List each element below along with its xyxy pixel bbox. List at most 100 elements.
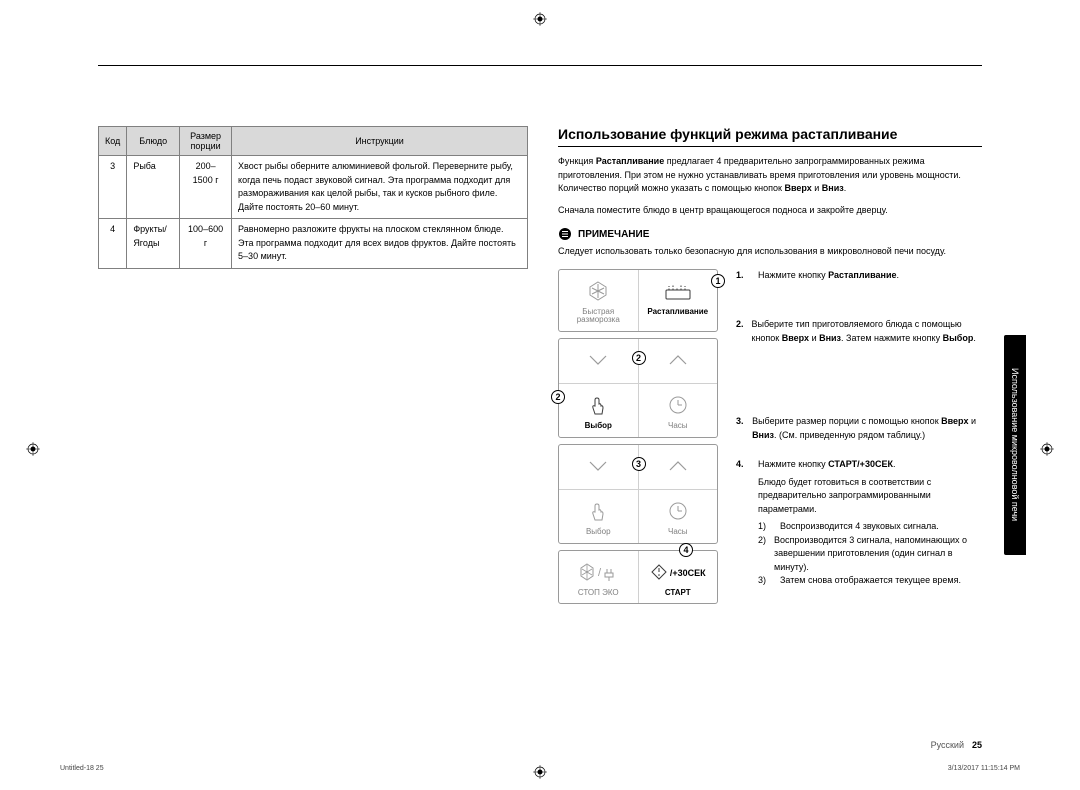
steps-list: 1. Нажмите кнопку Растапливание. 2. Выбе… [736, 269, 982, 611]
print-footer: Untitled-18 25 3/13/2017 11:15:14 PM [60, 765, 1020, 772]
table-row: 3 Рыба 200–1500 г Хвост рыбы оберните ал… [99, 156, 528, 219]
right-column: Использование функций режима растапливан… [558, 126, 982, 610]
chevron-down-icon [587, 353, 609, 369]
note-label: ПРИМЕЧАНИЕ [578, 229, 649, 240]
step-num: 4. [736, 458, 750, 472]
crop-mark-right [1040, 442, 1054, 456]
step-text: Выберите размер порции с помощью кнопок … [752, 415, 982, 442]
button-up[interactable] [638, 339, 718, 383]
step-item: 2. Выберите тип приготовляемого блюда с … [736, 318, 982, 345]
clock-icon [668, 501, 688, 523]
sub-text: Воспроизводится 4 звуковых сигнала. [780, 520, 939, 534]
button-clock[interactable]: Часы [638, 384, 718, 437]
page-lang: Русский [931, 740, 964, 750]
chevron-up-icon [667, 459, 689, 475]
button-up[interactable] [638, 445, 718, 489]
snowflake-icon [587, 280, 609, 304]
panel-box-2: 2 [558, 338, 718, 438]
note-heading: ПРИМЕЧАНИЕ [558, 227, 982, 241]
start-icon [650, 563, 668, 583]
button-defrost[interactable]: Быстрая разморозка [559, 270, 638, 332]
button-soften[interactable]: 1 Растапливание [638, 270, 718, 332]
step-marker: 1 [711, 274, 725, 288]
print-timestamp: 3/13/2017 11:15:14 PM [948, 765, 1020, 772]
th-instr: Инструкции [232, 127, 528, 156]
button-stop-eco[interactable]: / СТОП ЭКО [559, 551, 638, 604]
step-text: Выберите тип приготовляемого блюда с пом… [752, 318, 982, 345]
section-title: Использование функций режима растапливан… [558, 126, 982, 142]
step-marker: 2 [632, 351, 646, 365]
table-row: 4 Фрукты/Ягоды 100–600 г Равномерно разл… [99, 219, 528, 269]
step-marker: 3 [632, 457, 646, 471]
intro-paragraph-2: Сначала поместите блюдо в центр вращающе… [558, 204, 982, 218]
left-column: Код Блюдо Размер порции Инструкции 3 Рыб… [98, 126, 528, 610]
page-content: Код Блюдо Размер порции Инструкции 3 Рыб… [98, 65, 982, 610]
soften-icon [664, 280, 692, 304]
step-text: Нажмите кнопку СТАРТ/+30СЕК. [758, 458, 895, 472]
button-select[interactable]: Выбор [559, 490, 638, 543]
svg-text:/: / [598, 567, 602, 579]
step-item: 1. Нажмите кнопку Растапливание. [736, 269, 982, 283]
panel-box-4: / СТОП ЭКО 4 [558, 550, 718, 605]
step-tail: Блюдо будет готовиться в соответствии с … [758, 476, 982, 517]
top-rule [98, 65, 982, 66]
sub-num: 1) [758, 520, 772, 534]
note-text: Следует использовать только безопасную д… [558, 245, 982, 259]
sub-text: Воспроизводится 3 сигнала, напоминающих … [774, 534, 982, 575]
defrost-table: Код Блюдо Размер порции Инструкции 3 Рыб… [98, 126, 528, 269]
th-code: Код [99, 127, 127, 156]
cell-dish: Рыба [127, 156, 180, 219]
section-rule [558, 146, 982, 147]
label: Выбор [563, 422, 634, 431]
sub-item: 3) Затем снова отображается текущее врем… [758, 574, 982, 588]
step-text: Нажмите кнопку Растапливание. [758, 269, 899, 283]
cell-dish: Фрукты/Ягоды [127, 219, 180, 269]
sub-num: 2) [758, 534, 766, 575]
th-dish: Блюдо [127, 127, 180, 156]
print-file: Untitled-18 25 [60, 765, 104, 772]
step-marker: 2 [551, 390, 565, 404]
plus30-label: /+30СЕК [670, 568, 706, 578]
button-select[interactable]: 2 Выбор [559, 384, 638, 437]
sub-num: 3) [758, 574, 772, 588]
button-down[interactable]: 2 [559, 339, 638, 383]
note-icon [558, 227, 572, 241]
cell-portion: 100–600 г [180, 219, 232, 269]
label: Растапливание [643, 308, 714, 317]
label: СТАРТ [643, 589, 714, 598]
stop-eco-icon: / [576, 561, 620, 585]
label: Часы [643, 422, 714, 431]
hand-icon [589, 500, 607, 524]
label: Быстрая разморозка [563, 308, 634, 326]
label: СТОП ЭКО [563, 589, 634, 598]
cell-code: 4 [99, 219, 127, 269]
chevron-up-icon [667, 353, 689, 369]
button-clock[interactable]: Часы [638, 490, 718, 543]
cell-instr: Равномерно разложите фрукты на плоском с… [232, 219, 528, 269]
crop-mark-left [26, 442, 40, 456]
step-marker: 4 [679, 543, 693, 557]
step-num: 2. [736, 318, 744, 345]
step-num: 1. [736, 269, 750, 283]
button-start[interactable]: 4 /+30СЕК СТАРТ [638, 551, 718, 604]
button-down[interactable]: 3 [559, 445, 638, 489]
control-panel: Быстрая разморозка 1 Растапливание [558, 269, 718, 611]
step-item: 4. Нажмите кнопку СТАРТ/+30СЕК. [736, 458, 982, 472]
step-item: 3. Выберите размер порции с помощью кноп… [736, 415, 982, 442]
label: Выбор [563, 528, 634, 537]
clock-icon [668, 395, 688, 417]
sub-item: 2) Воспроизводится 3 сигнала, напоминающ… [758, 534, 982, 575]
sub-text: Затем снова отображается текущее время. [780, 574, 961, 588]
th-portion: Размер порции [180, 127, 232, 156]
side-tab: Использование микроволновой печи [1004, 335, 1026, 555]
cell-instr: Хвост рыбы оберните алюминиевой фольгой.… [232, 156, 528, 219]
panel-box-3: 3 [558, 444, 718, 544]
step-num: 3. [736, 415, 744, 442]
hand-icon [589, 394, 607, 418]
page-footer: 25 Русский [98, 740, 982, 750]
label: Часы [643, 528, 714, 537]
cell-portion: 200–1500 г [180, 156, 232, 219]
crop-mark-top [533, 12, 547, 26]
cell-code: 3 [99, 156, 127, 219]
chevron-down-icon [587, 459, 609, 475]
